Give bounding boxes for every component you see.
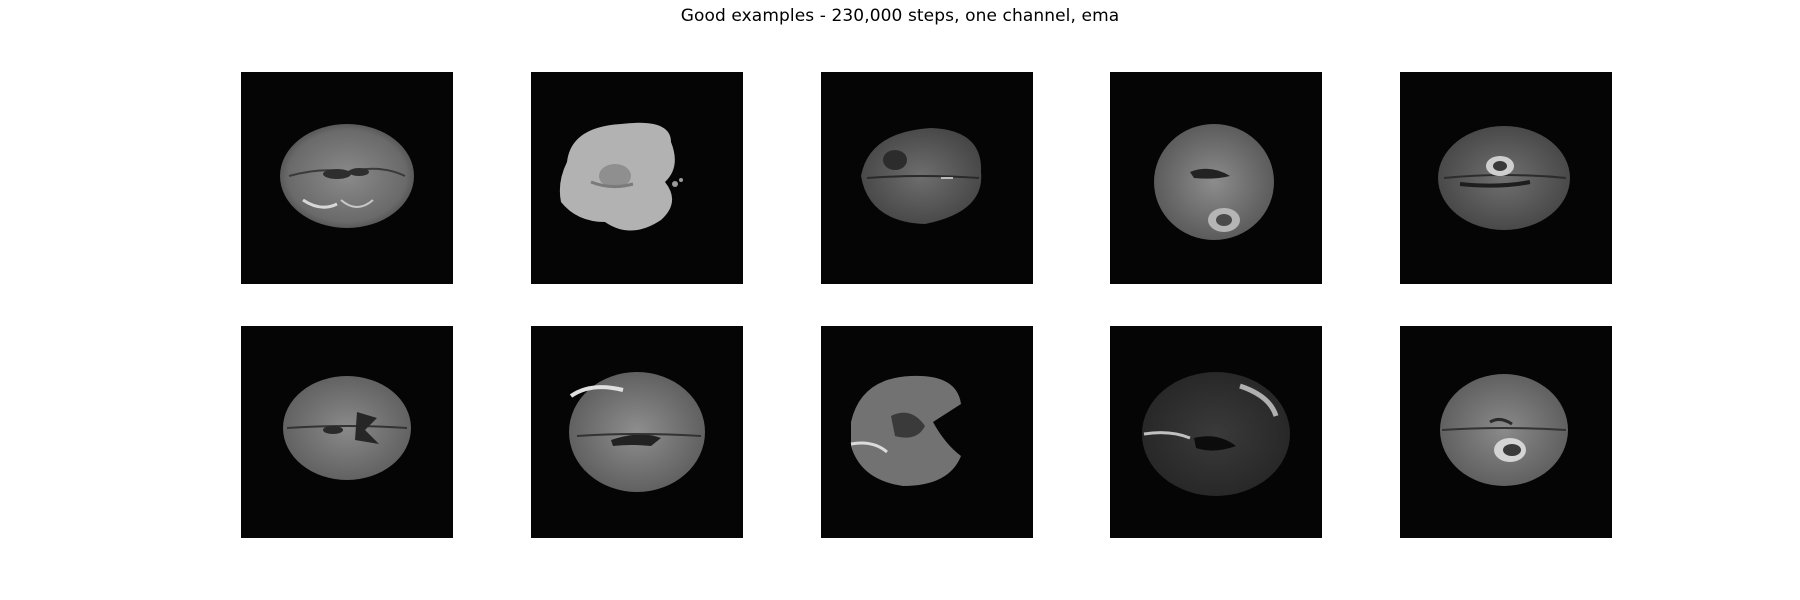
mri-tile-7 bbox=[531, 326, 743, 538]
mri-tile-5 bbox=[1400, 72, 1612, 284]
mri-tile-1 bbox=[241, 72, 453, 284]
mri-tile-3 bbox=[821, 72, 1033, 284]
mri-tile-6 bbox=[241, 326, 453, 538]
mri-tile-4 bbox=[1110, 72, 1322, 284]
figure-title: Good examples - 230,000 steps, one chann… bbox=[680, 6, 1120, 26]
mri-tile-8 bbox=[821, 326, 1033, 538]
mri-tile-9 bbox=[1110, 326, 1322, 538]
mri-tile-2 bbox=[531, 72, 743, 284]
mri-tile-10 bbox=[1400, 326, 1612, 538]
